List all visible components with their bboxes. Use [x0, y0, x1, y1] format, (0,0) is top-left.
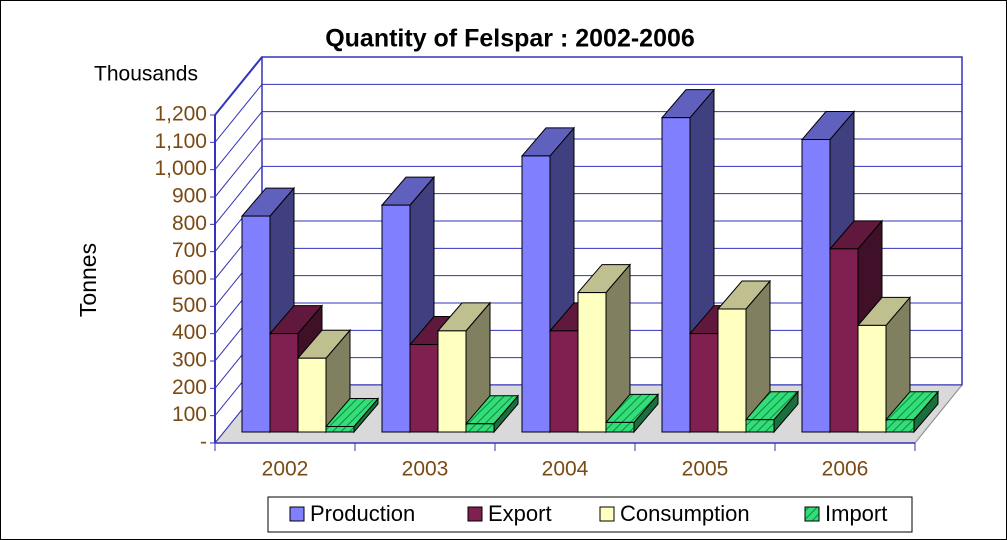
bar — [745, 419, 775, 433]
bar — [325, 426, 355, 433]
y-tick-label: - — [200, 431, 207, 454]
bar — [829, 248, 859, 433]
bar — [661, 117, 691, 433]
grid-line — [214, 111, 263, 170]
legend-swatch — [804, 506, 820, 522]
bar — [241, 215, 271, 433]
x-tick-label: 2006 — [822, 458, 869, 481]
y-unit: Thousands — [94, 63, 198, 86]
bar — [465, 423, 495, 433]
bar — [885, 419, 915, 433]
y-tick-label: 900 — [172, 185, 207, 208]
legend-swatch — [599, 506, 615, 522]
legend-label: Production — [310, 501, 415, 526]
bar — [297, 357, 327, 433]
bar — [689, 333, 719, 433]
y-tick-label: 200 — [172, 376, 207, 399]
bar — [801, 139, 831, 433]
bar — [549, 330, 579, 433]
legend-label: Import — [825, 501, 887, 526]
bar — [381, 204, 411, 433]
x-tick-label: 2002 — [262, 458, 309, 481]
y-tick-label: 300 — [172, 349, 207, 372]
bar — [605, 421, 635, 433]
y-tick-label: 1,000 — [154, 157, 207, 180]
bar — [857, 324, 887, 433]
bar — [437, 330, 467, 433]
y-tick-label: 600 — [172, 267, 207, 290]
bar — [409, 344, 439, 433]
legend-label: Consumption — [620, 501, 750, 526]
y-axis-title: Tonnes — [75, 243, 101, 317]
y-tick-label: 800 — [172, 212, 207, 235]
y-tick-label: 500 — [172, 294, 207, 317]
x-tick-label: 2005 — [682, 458, 729, 481]
legend-swatch — [467, 506, 483, 522]
grid-line — [214, 166, 263, 225]
y-tick-label: 1,100 — [154, 130, 207, 153]
y-tick-label: 1,200 — [154, 103, 207, 126]
bar — [521, 155, 551, 433]
grid-line — [214, 138, 263, 198]
chart-title: Quantity of Felspar : 2002-2006 — [325, 25, 695, 53]
grid-line — [214, 84, 263, 143]
bar — [577, 292, 607, 433]
x-tick-label: 2004 — [542, 458, 589, 481]
x-tick-label: 2003 — [402, 458, 449, 481]
legend-label: Export — [488, 501, 552, 526]
left-wall-edge — [214, 56, 263, 116]
bar — [717, 308, 747, 433]
legend-swatch — [289, 506, 305, 522]
bar — [269, 333, 299, 433]
y-tick-label: 100 — [172, 403, 207, 426]
y-tick-label: 700 — [172, 239, 207, 262]
y-tick-label: 400 — [172, 321, 207, 344]
